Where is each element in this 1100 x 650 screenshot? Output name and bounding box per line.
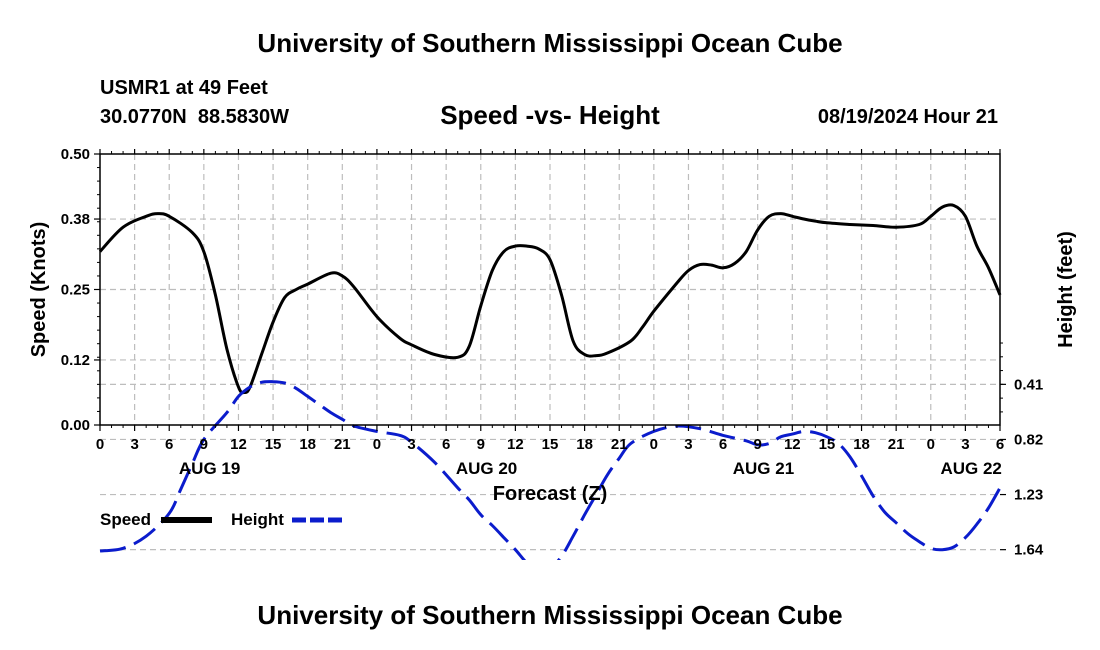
- series-lines: [98, 203, 1002, 560]
- x-tick-label: 15: [265, 436, 282, 453]
- y-tick-label: 0.12: [61, 352, 90, 369]
- x-tick-label: 6: [719, 436, 727, 453]
- station-label: USMR1 at 49 Feet: [100, 77, 268, 99]
- x-date-label: AUG 22: [940, 459, 1001, 478]
- x-date-label: AUG 21: [733, 459, 794, 478]
- org-title: University of Southern Mississippi Ocean…: [257, 28, 843, 58]
- x-tick-label: 3: [130, 436, 138, 453]
- x-tick-label: 21: [888, 436, 905, 453]
- y2-tick-label: 1.64: [1014, 542, 1044, 559]
- x-tick-label: 0: [373, 436, 381, 453]
- x-tick-label: 12: [784, 436, 801, 453]
- x-tick-label: 9: [477, 436, 485, 453]
- x-tick-label: 18: [299, 436, 316, 453]
- x-axis-label: Forecast (Z): [493, 483, 607, 505]
- x-date-label: AUG 20: [456, 459, 517, 478]
- x-date-label: AUG 19: [179, 459, 240, 478]
- x-tick-label: 3: [684, 436, 692, 453]
- y-tick-label: 0.25: [61, 282, 90, 299]
- x-tick-label: 9: [200, 436, 208, 453]
- x-tick-label: 6: [442, 436, 450, 453]
- x-tick-label: 12: [230, 436, 247, 453]
- y2-axis-label: Height (feet): [1055, 231, 1077, 348]
- y-tick-label: 0.38: [61, 211, 90, 228]
- coords-label: 30.0770N 88.5830W: [100, 106, 290, 128]
- y2-tick-label: 0.82: [1014, 431, 1043, 448]
- x-tick-label: 0: [927, 436, 935, 453]
- timestamp: 08/19/2024 Hour 21: [817, 106, 998, 128]
- speed-height-chart: 0 3 6 9 12 15 18 21 0 3 6 9 12 15 18 21 0 3 6 9 12 15 18 21 0 3 6A…: [28, 146, 1077, 560]
- x-tick-label: 6: [165, 436, 173, 453]
- legend-speed-label: Speed: [100, 510, 151, 529]
- chart-title: Speed -vs- Height: [440, 100, 660, 130]
- x-tick-label: 18: [576, 436, 593, 453]
- x-tick-label: 15: [819, 436, 836, 453]
- footer-org-title: University of Southern Mississippi Ocean…: [257, 600, 843, 630]
- axes: 0 3 6 9 12 15 18 21 0 3 6 9 12 15 18 21 0 3 6 9 12 15 18 21 0 3 6A…: [61, 146, 1044, 559]
- y2-tick-label: 0.41: [1014, 376, 1043, 393]
- x-tick-label: 0: [650, 436, 658, 453]
- legend: Speed Height: [100, 510, 343, 529]
- x-tick-label: 21: [334, 436, 351, 453]
- x-tick-label: 15: [542, 436, 559, 453]
- legend-height-label: Height: [231, 510, 284, 529]
- y-tick-label: 0.50: [61, 146, 90, 163]
- x-tick-label: 3: [407, 436, 415, 453]
- y-tick-label: 0.00: [61, 417, 90, 434]
- x-tick-label: 6: [996, 436, 1004, 453]
- x-tick-label: 18: [853, 436, 870, 453]
- y2-tick-label: 1.23: [1014, 487, 1043, 504]
- x-tick-label: 21: [611, 436, 628, 453]
- series-height-line: [99, 380, 1002, 560]
- x-tick-label: 9: [754, 436, 762, 453]
- x-tick-label: 3: [961, 436, 969, 453]
- x-tick-label: 12: [507, 436, 524, 453]
- x-tick-label: 0: [96, 436, 104, 453]
- y-axis-label: Speed (Knots): [28, 222, 50, 358]
